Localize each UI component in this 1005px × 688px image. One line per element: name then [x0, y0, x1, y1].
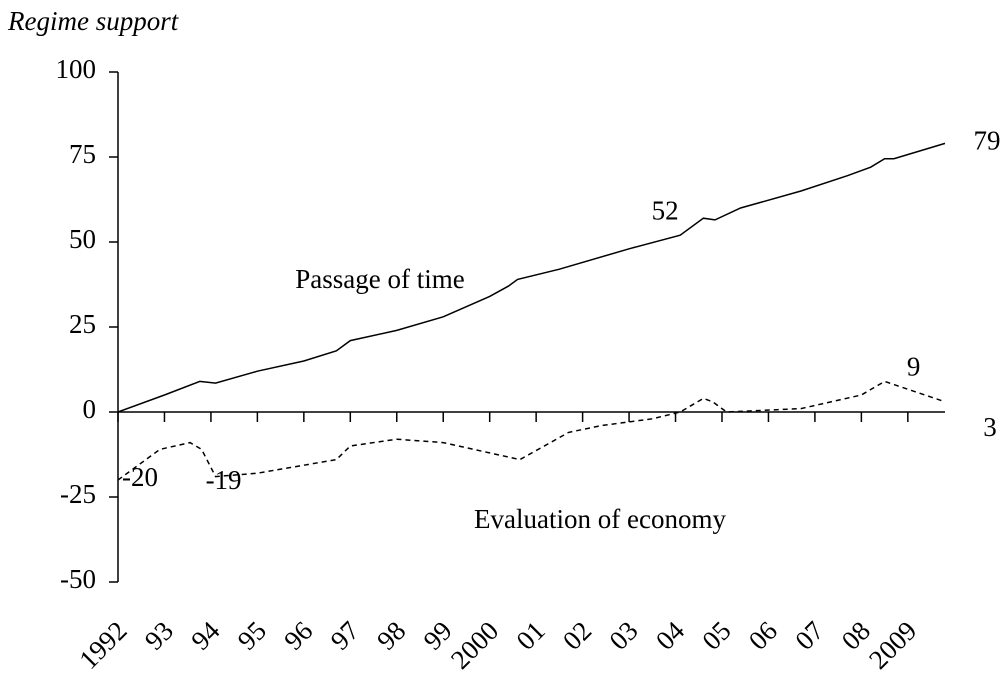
x-tick-label: 07 [789, 615, 829, 655]
data-label: -20 [122, 462, 158, 492]
x-tick-label: 05 [696, 615, 736, 655]
x-tick-label: 98 [371, 615, 411, 655]
y-tick-label: 25 [69, 309, 96, 339]
x-tick-label: 2000 [445, 615, 504, 674]
line [117, 380, 946, 481]
y-tick-label: 75 [69, 139, 96, 169]
x-tick-label: 03 [603, 615, 643, 655]
data-label: 9 [907, 352, 921, 382]
series-annotation: Evaluation of economy [474, 504, 726, 534]
x-tick-label: 93 [139, 615, 179, 655]
x-tick-label: 96 [278, 615, 318, 655]
x-tick-label: 2009 [863, 615, 922, 674]
x-tick-label: 95 [232, 615, 272, 655]
y-tick-label: -50 [60, 564, 96, 594]
data-label: 3 [983, 412, 997, 442]
x-tick-label: 06 [743, 615, 783, 655]
y-tick-label: 100 [56, 54, 97, 84]
line [117, 142, 946, 413]
x-tick-label: 04 [650, 615, 691, 656]
x-tick-label: 01 [510, 615, 550, 655]
y-tick-label: -25 [60, 479, 96, 509]
data-label: -19 [206, 465, 242, 495]
x-tick-label: 97 [325, 615, 365, 655]
x-tick-label: 94 [185, 615, 226, 656]
data-label: 52 [652, 195, 679, 225]
x-tick-label: 02 [557, 615, 597, 655]
y-tick-label: 0 [83, 394, 97, 424]
y-axis-title: Regime support [7, 6, 180, 36]
data-label: 79 [974, 126, 1001, 156]
x-tick-label: 1992 [73, 615, 132, 674]
y-tick-label: 50 [69, 224, 96, 254]
series-annotation: Passage of time [295, 264, 464, 294]
